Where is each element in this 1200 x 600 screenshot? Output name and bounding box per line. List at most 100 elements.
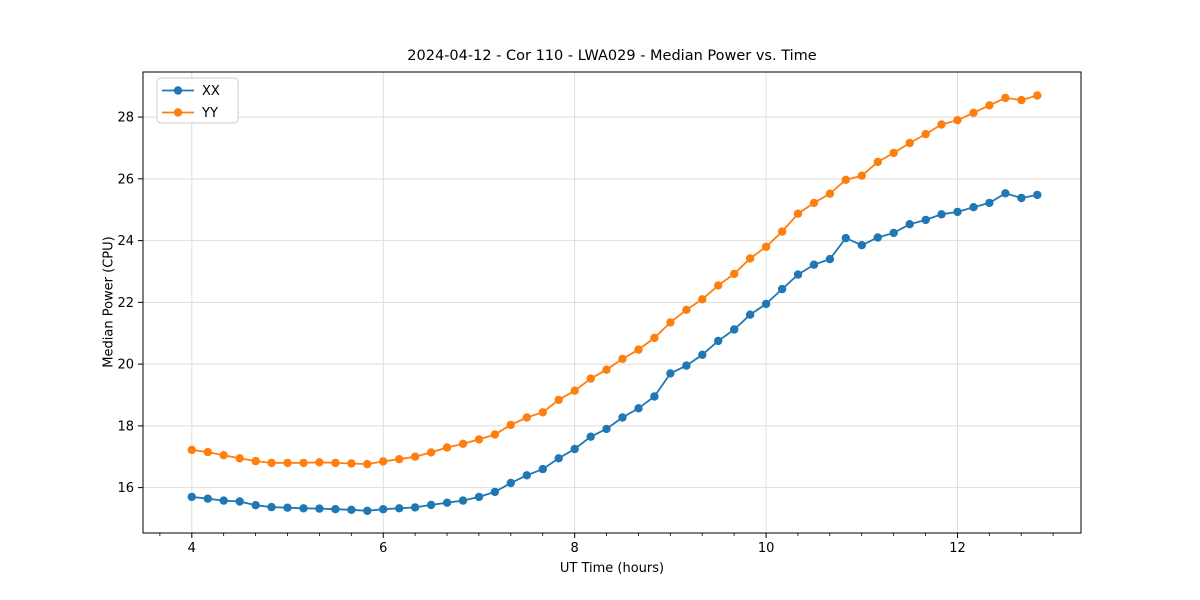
- data-point: [602, 424, 611, 434]
- data-point: [1017, 193, 1026, 203]
- data-point: [379, 457, 388, 466]
- data-point: [363, 459, 372, 469]
- series-yy: [187, 91, 1042, 469]
- data-point: [554, 454, 563, 463]
- data-point: [937, 210, 946, 219]
- data-point: [714, 336, 723, 346]
- data-point: [251, 456, 260, 466]
- x-axis-ticks: 4 6 8 10 12: [159, 533, 1054, 556]
- legend-label-xx: XX: [202, 84, 220, 99]
- data-point: [650, 392, 659, 401]
- data-point: [570, 386, 579, 395]
- data-point: [1017, 95, 1026, 105]
- data-point: [714, 281, 723, 290]
- data-point: [905, 220, 914, 229]
- data-point: [634, 345, 643, 354]
- data-point: [841, 233, 850, 243]
- data-point: [793, 270, 803, 279]
- legend-marker: [173, 108, 183, 117]
- data-point: [1001, 93, 1010, 103]
- data-point: [458, 496, 468, 505]
- data-point: [873, 233, 882, 242]
- data-point: [650, 333, 659, 343]
- data-point: [825, 189, 835, 198]
- data-point: [331, 505, 340, 514]
- y-tick-label: 20: [117, 358, 134, 373]
- data-point: [905, 138, 914, 148]
- data-point: [889, 228, 898, 238]
- data-point: [315, 458, 324, 467]
- data-point: [1001, 189, 1010, 198]
- legend: XX YY: [156, 77, 239, 124]
- series-xx: [187, 189, 1042, 515]
- data-point: [522, 413, 531, 422]
- data-point: [347, 459, 356, 468]
- data-point: [873, 157, 882, 167]
- data-point: [219, 496, 228, 505]
- data-point: [538, 464, 547, 474]
- data-point: [745, 310, 755, 319]
- data-point: [235, 497, 244, 506]
- data-point: [985, 198, 994, 208]
- data-point: [442, 498, 452, 507]
- legend-marker: [173, 86, 183, 95]
- data-point: [219, 451, 228, 460]
- data-point: [506, 478, 515, 488]
- y-tick-label: 22: [117, 296, 134, 311]
- data-point: [698, 295, 707, 304]
- y-tick-label: 26: [117, 172, 134, 187]
- data-point: [682, 305, 691, 314]
- data-point: [618, 413, 627, 422]
- x-tick-label: 8: [571, 541, 579, 556]
- data-point: [299, 458, 308, 468]
- data-point: [347, 505, 356, 514]
- data-point: [1033, 91, 1042, 100]
- data-point: [602, 365, 611, 374]
- data-point: [570, 444, 579, 454]
- data-point: [809, 198, 819, 208]
- data-point: [777, 284, 787, 294]
- data-point: [793, 209, 803, 218]
- data-point: [426, 448, 436, 457]
- data-point: [937, 120, 946, 129]
- data-point: [618, 354, 627, 364]
- data-point: [187, 445, 196, 455]
- data-point: [1033, 190, 1042, 200]
- data-point: [267, 458, 276, 468]
- x-tick-label: 10: [758, 541, 775, 556]
- data-point: [857, 241, 866, 250]
- data-point: [841, 175, 850, 184]
- data-point: [761, 299, 771, 309]
- x-axis-label: UT Time (hours): [559, 561, 665, 576]
- data-point: [442, 443, 452, 452]
- data-point: [889, 148, 898, 158]
- data-point: [730, 269, 739, 279]
- y-tick-label: 16: [117, 481, 134, 496]
- data-point: [825, 254, 835, 264]
- data-point: [458, 439, 468, 448]
- data-point: [985, 101, 994, 110]
- data-point: [506, 420, 515, 430]
- data-point: [953, 116, 962, 125]
- data-point: [682, 361, 691, 370]
- legend-label-yy: YY: [201, 106, 218, 121]
- data-point: [490, 430, 500, 439]
- series-yy-line: [191, 94, 1038, 466]
- y-tick-label: 18: [117, 419, 134, 434]
- data-point: [203, 447, 212, 457]
- data-point: [395, 504, 404, 513]
- grid-lines: [143, 72, 1081, 533]
- data-point: [777, 227, 787, 236]
- data-point: [235, 454, 244, 463]
- data-point: [283, 503, 292, 512]
- data-point: [745, 254, 755, 263]
- y-tick-label: 28: [117, 111, 134, 126]
- data-point: [809, 260, 819, 269]
- data-point: [410, 452, 420, 461]
- data-point: [203, 494, 212, 503]
- data-point: [410, 503, 420, 512]
- data-point: [666, 318, 675, 327]
- data-point: [666, 369, 675, 378]
- data-point: [538, 408, 547, 417]
